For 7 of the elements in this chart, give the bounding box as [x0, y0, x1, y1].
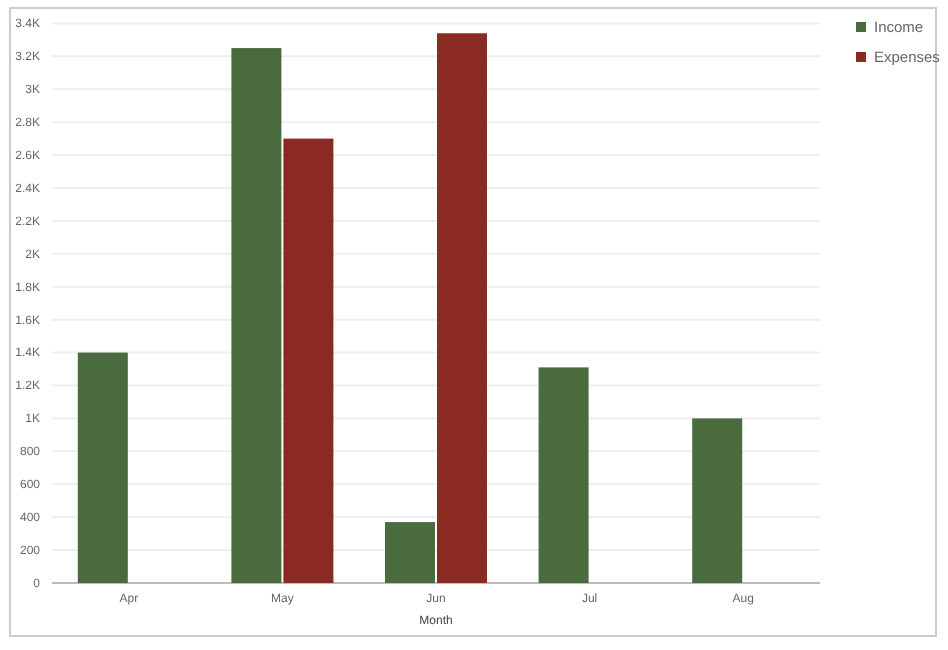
bar: [692, 418, 743, 583]
bar: [538, 367, 589, 583]
bar: [231, 48, 282, 583]
bar: [385, 522, 435, 583]
bar: [77, 352, 128, 583]
bar: [283, 138, 334, 583]
bar: [437, 33, 487, 583]
